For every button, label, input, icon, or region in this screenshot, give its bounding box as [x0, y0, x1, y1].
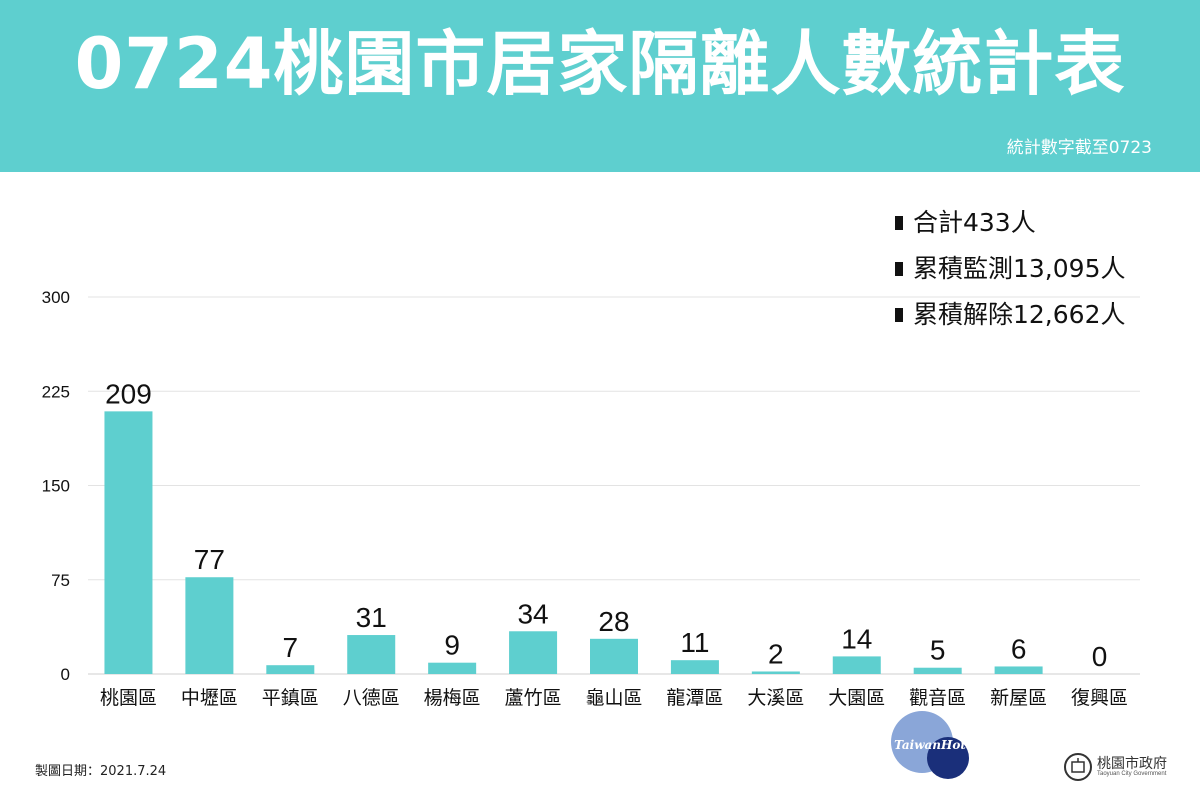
summary-label: 累積監測13,095人: [913, 254, 1126, 283]
page-title: 0724桃園市居家隔離人數統計表: [74, 23, 1126, 105]
y-tick-label: 75: [51, 571, 70, 590]
x-tick-label: 中壢區: [181, 687, 238, 709]
data-label: 2: [768, 638, 784, 669]
bar: [994, 666, 1043, 674]
bar: [670, 660, 719, 674]
taiwanhot-watermark-logo: TaiwanHot: [891, 711, 969, 779]
bar: [590, 638, 638, 674]
bullet-icon: [895, 262, 903, 276]
x-tick-label: 桃園區: [100, 687, 157, 709]
data-label: 209: [105, 378, 152, 409]
bar: [266, 665, 315, 674]
government-logo: 桃園市政府 Taoyuan City Government: [1063, 752, 1167, 782]
government-name: 桃園市政府: [1097, 756, 1167, 772]
page-subtitle: 統計數字截至0723: [1006, 138, 1152, 158]
bar: [509, 631, 558, 674]
data-label: 7: [283, 632, 299, 663]
data-label: 77: [194, 544, 225, 575]
x-tick-label: 復興區: [1071, 687, 1128, 709]
data-label: 28: [598, 606, 629, 637]
bar: [104, 411, 153, 674]
x-tick-label: 蘆竹區: [505, 687, 562, 709]
x-tick-label: 平鎮區: [262, 687, 319, 709]
data-label: 0: [1092, 641, 1108, 672]
y-tick-label: 300: [42, 288, 70, 307]
data-label: 11: [680, 627, 709, 658]
bar: [913, 667, 962, 674]
x-tick-label: 八德區: [343, 687, 400, 709]
x-tick-label: 龍潭區: [666, 687, 723, 709]
summary-list: 合計433人 累積監測13,095人 累積解除12,662人: [895, 200, 1185, 338]
data-label: 6: [1011, 633, 1027, 664]
x-tick-label: 大溪區: [747, 687, 804, 709]
y-tick-label: 0: [61, 665, 70, 684]
x-tick-label: 龜山區: [585, 687, 642, 709]
summary-item-total: 合計433人: [895, 200, 1185, 246]
footer-date: 製圖日期：2021.7.24: [35, 764, 167, 779]
bar: [428, 662, 477, 674]
bar: [832, 656, 881, 674]
bar: [347, 635, 396, 674]
y-tick-label: 150: [42, 477, 70, 496]
x-tick-label: 觀音區: [909, 687, 966, 709]
data-label: 14: [841, 623, 872, 654]
x-tick-label: 楊梅區: [424, 687, 481, 709]
x-tick-label: 大園區: [828, 687, 885, 709]
bullet-icon: [895, 308, 903, 322]
government-seal-icon: [1064, 753, 1092, 781]
government-subname: Taoyuan City Government: [1097, 771, 1167, 777]
summary-label: 合計433人: [913, 208, 1036, 237]
data-label: 5: [930, 635, 946, 666]
data-label: 34: [517, 598, 548, 629]
bullet-icon: [895, 216, 903, 230]
svg-text:TaiwanHot: TaiwanHot: [894, 738, 966, 752]
bar: [751, 671, 800, 674]
data-label: 31: [356, 602, 387, 633]
x-tick-label: 新屋區: [990, 687, 1047, 709]
summary-item-monitored: 累積監測13,095人: [895, 246, 1185, 292]
summary-label: 累積解除12,662人: [913, 300, 1126, 329]
bar: [185, 577, 234, 674]
header-banner: 0724桃園市居家隔離人數統計表 統計數字截至0723: [0, 0, 1200, 172]
summary-item-released: 累積解除12,662人: [895, 292, 1185, 338]
y-tick-label: 225: [42, 382, 70, 401]
data-label: 9: [444, 630, 460, 661]
